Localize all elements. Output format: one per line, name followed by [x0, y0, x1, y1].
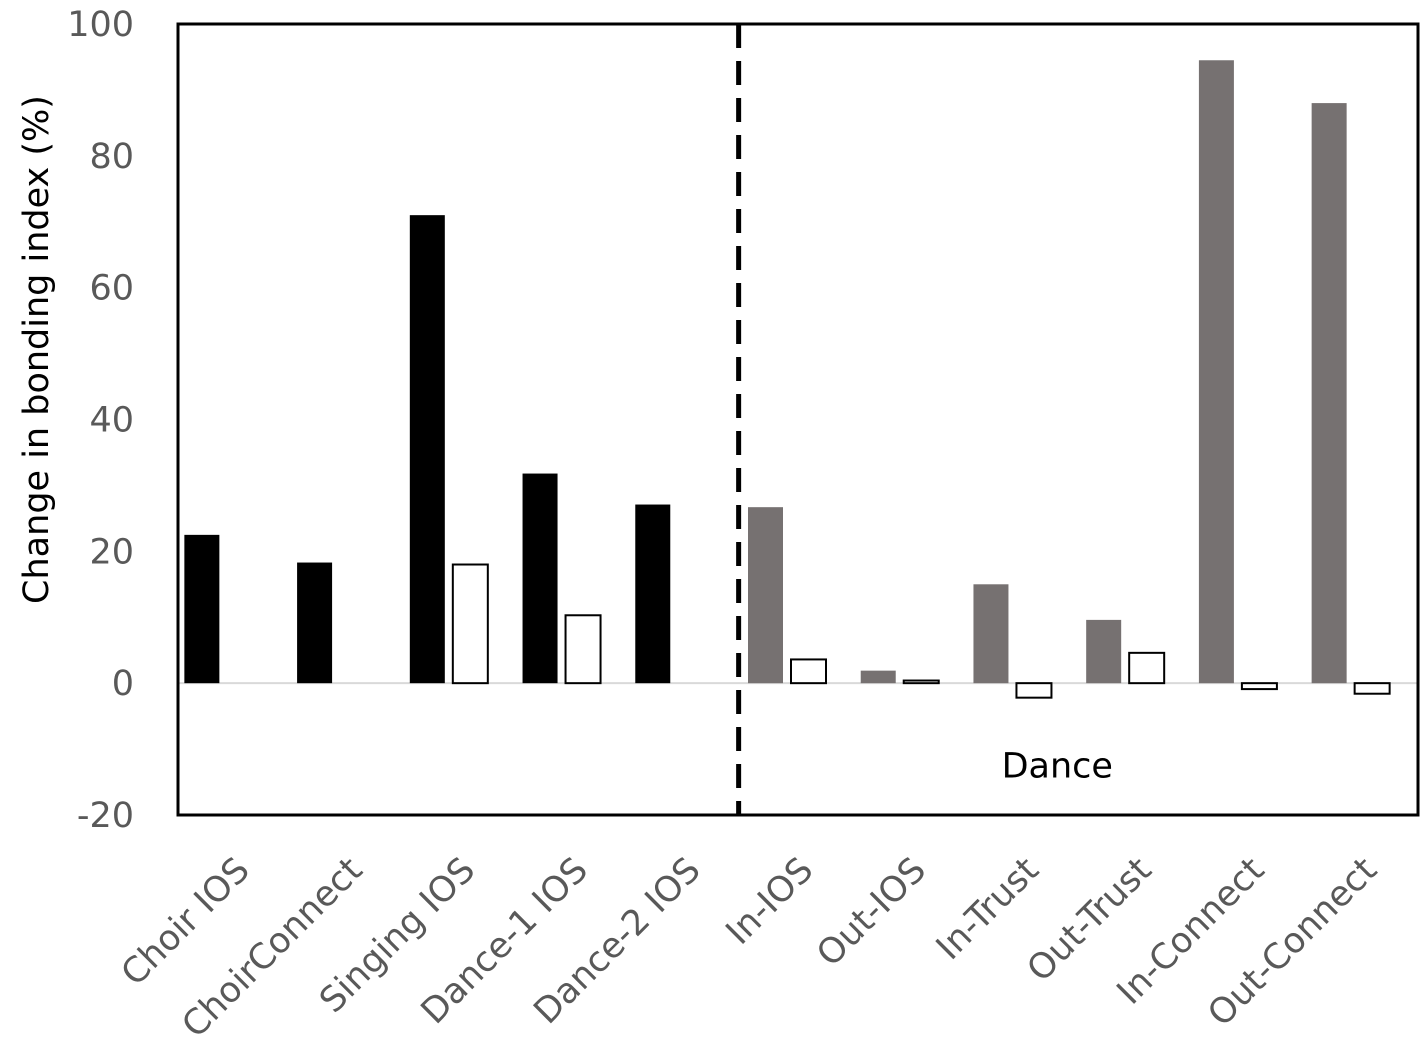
bars-layer [184, 60, 1391, 699]
plot-frame-layer [176, 22, 1420, 817]
bar-series-2-out-trust [1128, 651, 1166, 685]
x-category-label: Out-IOS [810, 850, 935, 975]
annotation-label: Dance [1002, 747, 1113, 787]
bar-series-2-in-connect [1240, 682, 1278, 691]
bar-series-1-dance-1-ios [522, 473, 558, 684]
plot-frame [176, 22, 1420, 817]
bar-series-2-out-ios [902, 679, 940, 685]
y-tick-label: 40 [89, 401, 134, 441]
bar-series-1-in-trust [973, 584, 1009, 684]
bar-series-1-choir-ios [184, 534, 220, 684]
bar-series-1-out-ios [860, 670, 896, 684]
y-tick-label: -20 [77, 796, 134, 836]
bar-series-2-dance-1-ios [564, 614, 602, 685]
y-tick-label: 20 [89, 532, 134, 572]
bar-series-1-singing-ios [409, 215, 445, 684]
y-tick-label: 100 [67, 5, 134, 45]
x-category-label: In-Trust [929, 850, 1047, 968]
bar-series-2-singing-ios [451, 563, 489, 685]
annotations-layer: Dance [1002, 747, 1113, 787]
bar-series-1-out-connect [1311, 103, 1347, 684]
bar-series-1-in-connect [1198, 60, 1234, 684]
bar-series-1-out-trust [1086, 619, 1122, 684]
bar-series-2-in-trust [1015, 682, 1053, 699]
bar-series-1-dance-2-ios [635, 504, 671, 684]
y-tick-label: 0 [112, 664, 134, 704]
y-axis-title: Change in bonding index (%) [17, 95, 57, 604]
bar-series-1-choirconnect [297, 562, 333, 684]
y-tick-label: 60 [89, 269, 134, 309]
x-category-label: In-IOS [719, 850, 822, 953]
y-tick-label: 80 [89, 137, 134, 177]
bar-series-2-in-ios [790, 658, 827, 685]
bar-series-1-in-ios [748, 507, 783, 684]
bar-series-2-out-connect [1353, 682, 1391, 695]
y-axis-tick-labels: -20 0 20 40 60 80 100 [67, 5, 134, 836]
